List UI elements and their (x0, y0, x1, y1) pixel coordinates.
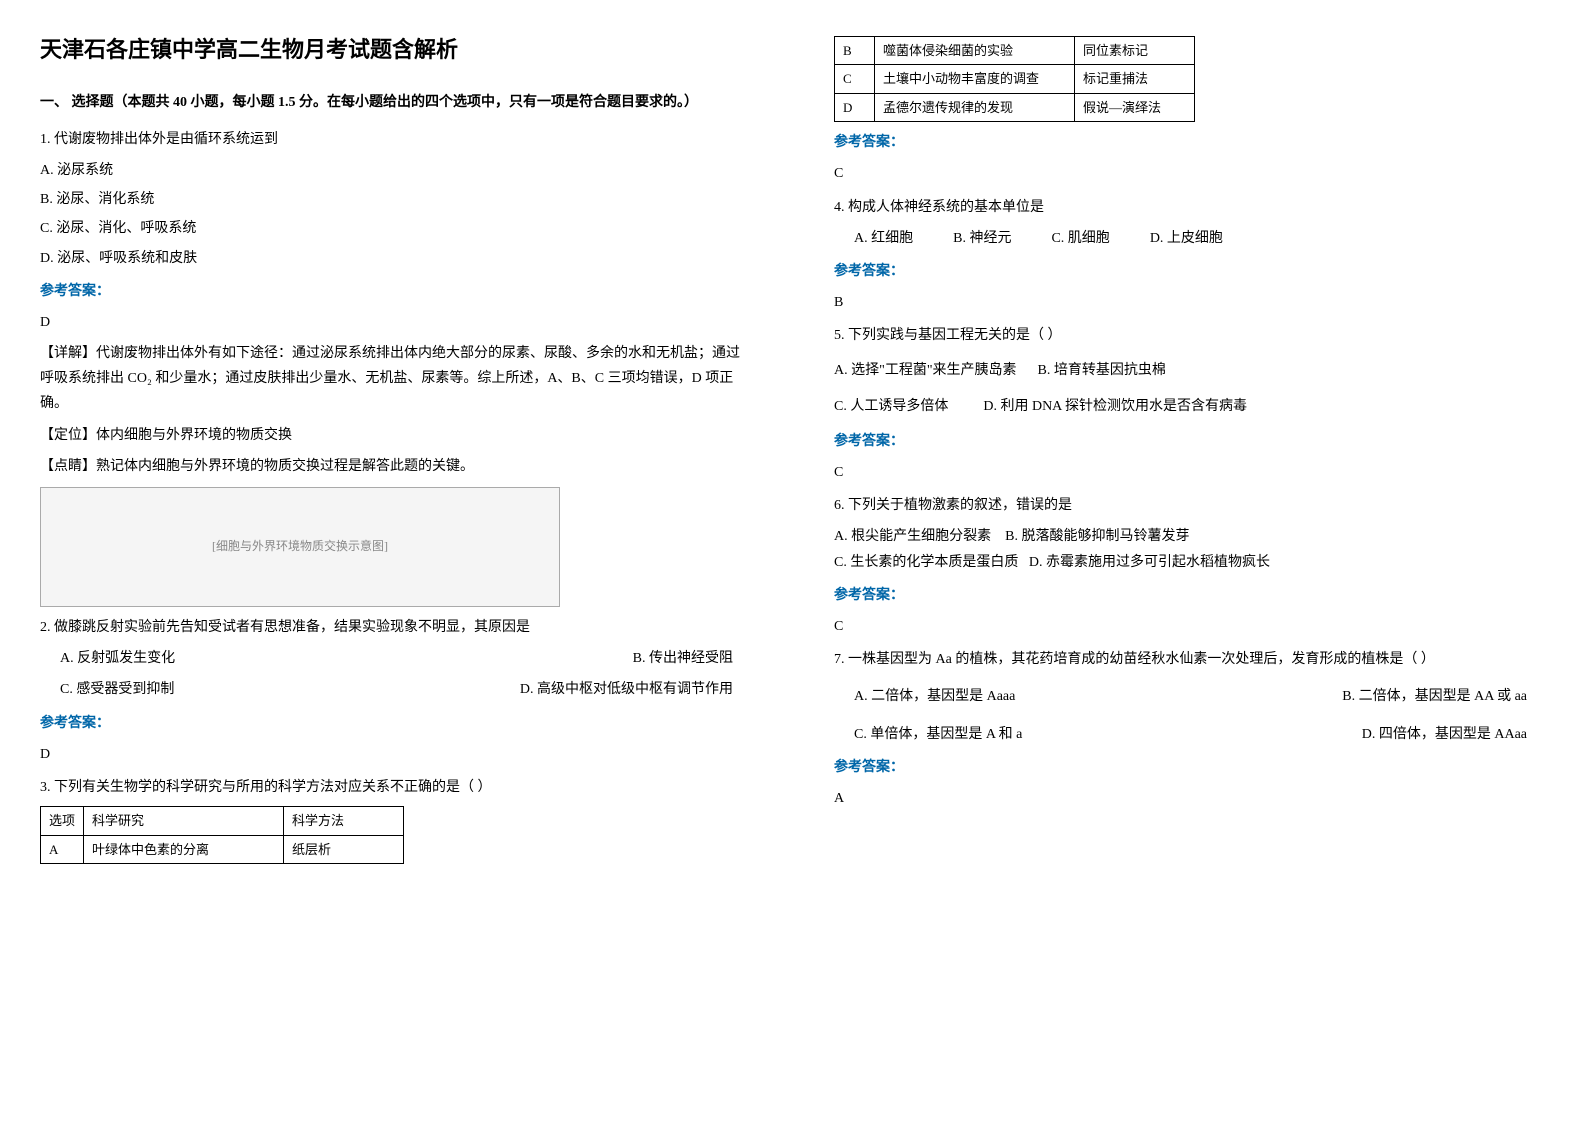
q4-answer: B (834, 290, 1547, 315)
q2-answer: D (40, 742, 753, 767)
q1-text: 1. 代谢废物排出体外是由循环系统运到 (40, 127, 753, 152)
q1-option-d: D. 泌尿、呼吸系统和皮肤 (40, 246, 753, 271)
q2-text: 2. 做膝跳反射实验前先告知受试者有思想准备，结果实验现象不明显，其原因是 (40, 615, 753, 640)
table-row: C 土壤中小动物丰富度的调查 标记重捕法 (835, 65, 1195, 93)
question-4: 4. 构成人体神经系统的基本单位是 A. 红细胞 B. 神经元 C. 肌细胞 D… (834, 195, 1547, 316)
q4-text: 4. 构成人体神经系统的基本单位是 (834, 195, 1547, 220)
q1-explain1: 【详解】代谢废物排出体外有如下途径：通过泌尿系统排出体内绝大部分的尿素、尿酸、多… (40, 341, 753, 417)
q1-answer: D (40, 310, 753, 335)
cell: 假说—演绎法 (1075, 93, 1195, 121)
q5-answer-label: 参考答案： (834, 429, 1547, 454)
q2-option-a: A. 反射弧发生变化 (60, 646, 175, 671)
q3-table: 选项 科学研究 科学方法 A 叶绿体中色素的分离 纸层析 (40, 806, 404, 864)
section-header: 一、 选择题（本题共 40 小题，每小题 1.5 分。在每小题给出的四个选项中，… (40, 90, 753, 115)
table-row: A 叶绿体中色素的分离 纸层析 (41, 835, 404, 863)
q7-option-c: C. 单倍体，基因型是 A 和 a (854, 722, 1022, 747)
q4-option-c: C. 肌细胞 (1051, 226, 1109, 251)
q7-answer: A (834, 786, 1547, 811)
q3-table-cont: B 噬菌体侵染细菌的实验 同位素标记 C 土壤中小动物丰富度的调查 标记重捕法 … (834, 36, 1195, 122)
table-row: D 孟德尔遗传规律的发现 假说—演绎法 (835, 93, 1195, 121)
q3-answer-label: 参考答案： (834, 130, 1547, 155)
q4-option-b: B. 神经元 (953, 226, 1011, 251)
th-research: 科学研究 (84, 807, 284, 835)
q5-option-c: C. 人工诱导多倍体 (834, 399, 948, 414)
q5-option-d: D. 利用 DNA 探针检测饮用水是否含有病毒 (983, 399, 1247, 414)
cell: C (835, 65, 875, 93)
q3-answer: C (834, 161, 1547, 186)
q5-option-b: B. 培育转基因抗虫棉 (1038, 363, 1166, 378)
cell: A (41, 835, 84, 863)
question-2: 2. 做膝跳反射实验前先告知受试者有思想准备，结果实验现象不明显，其原因是 A.… (40, 615, 753, 767)
q1-answer-label: 参考答案： (40, 279, 753, 304)
cell: D (835, 93, 875, 121)
cell: B (835, 37, 875, 65)
cell: 噬菌体侵染细菌的实验 (875, 37, 1075, 65)
q2-answer-label: 参考答案： (40, 711, 753, 736)
question-1: 1. 代谢废物排出体外是由循环系统运到 A. 泌尿系统 B. 泌尿、消化系统 C… (40, 127, 753, 607)
q2-option-d: D. 高级中枢对低级中枢有调节作用 (520, 677, 733, 702)
q7-option-d: D. 四倍体，基因型是 AAaa (1362, 722, 1527, 747)
q7-answer-label: 参考答案： (834, 755, 1547, 780)
q1-option-a: A. 泌尿系统 (40, 158, 753, 183)
th-method: 科学方法 (284, 807, 404, 835)
q2-option-b: B. 传出神经受阻 (633, 646, 733, 671)
q6-text: 6. 下列关于植物激素的叙述，错误的是 (834, 493, 1547, 518)
q4-option-a: A. 红细胞 (854, 226, 913, 251)
th-option: 选项 (41, 807, 84, 835)
q6-answer-label: 参考答案： (834, 583, 1547, 608)
table-row: B 噬菌体侵染细菌的实验 同位素标记 (835, 37, 1195, 65)
q7-option-b: B. 二倍体，基因型是 AA 或 aa (1342, 684, 1527, 709)
q7-option-a: A. 二倍体，基因型是 Aaaa (854, 684, 1015, 709)
q4-answer-label: 参考答案： (834, 259, 1547, 284)
page-title: 天津石各庄镇中学高二生物月考试题含解析 (40, 30, 753, 70)
q3-text: 3. 下列有关生物学的科学研究与所用的科学方法对应关系不正确的是（ ） (40, 775, 753, 800)
q6-option-d: D. 赤霉素施用过多可引起水稻植物疯长 (1029, 555, 1270, 570)
question-7: 7. 一株基因型为 Aa 的植株，其花药培育成的幼苗经秋水仙素一次处理后，发育形… (834, 647, 1547, 811)
q5-option-a: A. 选择"工程菌"来生产胰岛素 (834, 363, 1017, 378)
q4-option-d: D. 上皮细胞 (1150, 226, 1223, 251)
cell: 同位素标记 (1075, 37, 1195, 65)
cell: 纸层析 (284, 835, 404, 863)
q5-text: 5. 下列实践与基因工程无关的是（ ） (834, 323, 1547, 348)
q5-answer: C (834, 460, 1547, 485)
q2-option-c: C. 感受器受到抑制 (60, 677, 174, 702)
question-6: 6. 下列关于植物激素的叙述，错误的是 A. 根尖能产生细胞分裂素 B. 脱落酸… (834, 493, 1547, 639)
question-3: 3. 下列有关生物学的科学研究与所用的科学方法对应关系不正确的是（ ） 选项 科… (40, 775, 753, 864)
cell: 土壤中小动物丰富度的调查 (875, 65, 1075, 93)
q1-option-c: C. 泌尿、消化、呼吸系统 (40, 216, 753, 241)
q7-text: 7. 一株基因型为 Aa 的植株，其花药培育成的幼苗经秋水仙素一次处理后，发育形… (834, 647, 1547, 672)
q1-explain2: 【定位】体内细胞与外界环境的物质交换 (40, 423, 753, 448)
cell: 叶绿体中色素的分离 (84, 835, 284, 863)
q6-option-a: A. 根尖能产生细胞分裂素 (834, 529, 991, 544)
q6-option-b: B. 脱落酸能够抑制马铃薯发芽 (1005, 529, 1189, 544)
q1-explain3: 【点睛】熟记体内细胞与外界环境的物质交换过程是解答此题的关键。 (40, 454, 753, 479)
q1-option-b: B. 泌尿、消化系统 (40, 187, 753, 212)
q6-option-c: C. 生长素的化学本质是蛋白质 (834, 555, 1018, 570)
table-header-row: 选项 科学研究 科学方法 (41, 807, 404, 835)
q1-diagram: [细胞与外界环境物质交换示意图] (40, 487, 560, 607)
cell: 标记重捕法 (1075, 65, 1195, 93)
question-5: 5. 下列实践与基因工程无关的是（ ） A. 选择"工程菌"来生产胰岛素 B. … (834, 323, 1547, 485)
cell: 孟德尔遗传规律的发现 (875, 93, 1075, 121)
q6-answer: C (834, 614, 1547, 639)
